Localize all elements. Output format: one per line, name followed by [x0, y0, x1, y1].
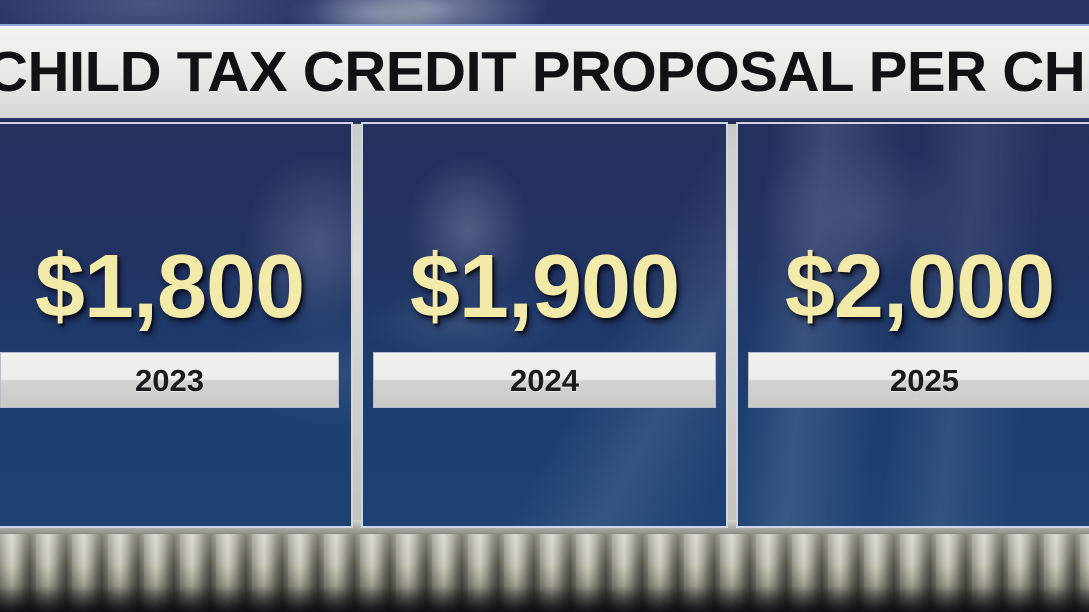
- amount-value-2023: $1,800: [34, 237, 305, 337]
- title-bar: CHILD TAX CREDIT PROPOSAL PER CHILD: [0, 24, 1089, 122]
- background-capitol-photo: [0, 520, 1089, 612]
- value-panel-2025: $2,000 2025: [736, 122, 1089, 528]
- value-panel-2024: $1,900 2024: [361, 122, 728, 528]
- year-label-bar-2025: 2025: [748, 352, 1089, 408]
- amount-value-2025: $2,000: [784, 237, 1055, 337]
- year-label-bar-2024: 2024: [373, 352, 716, 408]
- page-title: CHILD TAX CREDIT PROPOSAL PER CHILD: [0, 39, 1089, 104]
- value-panel-2023: $1,800 2023: [0, 122, 353, 528]
- year-label-bar-2023: 2023: [0, 352, 339, 408]
- value-panel-row: $1,800 2023 $1,900 2024 $2,000 2025: [0, 122, 1089, 528]
- year-label-2025: 2025: [890, 362, 959, 398]
- year-label-2024: 2024: [510, 362, 579, 398]
- amount-value-2024: $1,900: [409, 237, 680, 337]
- year-label-2023: 2023: [135, 362, 204, 398]
